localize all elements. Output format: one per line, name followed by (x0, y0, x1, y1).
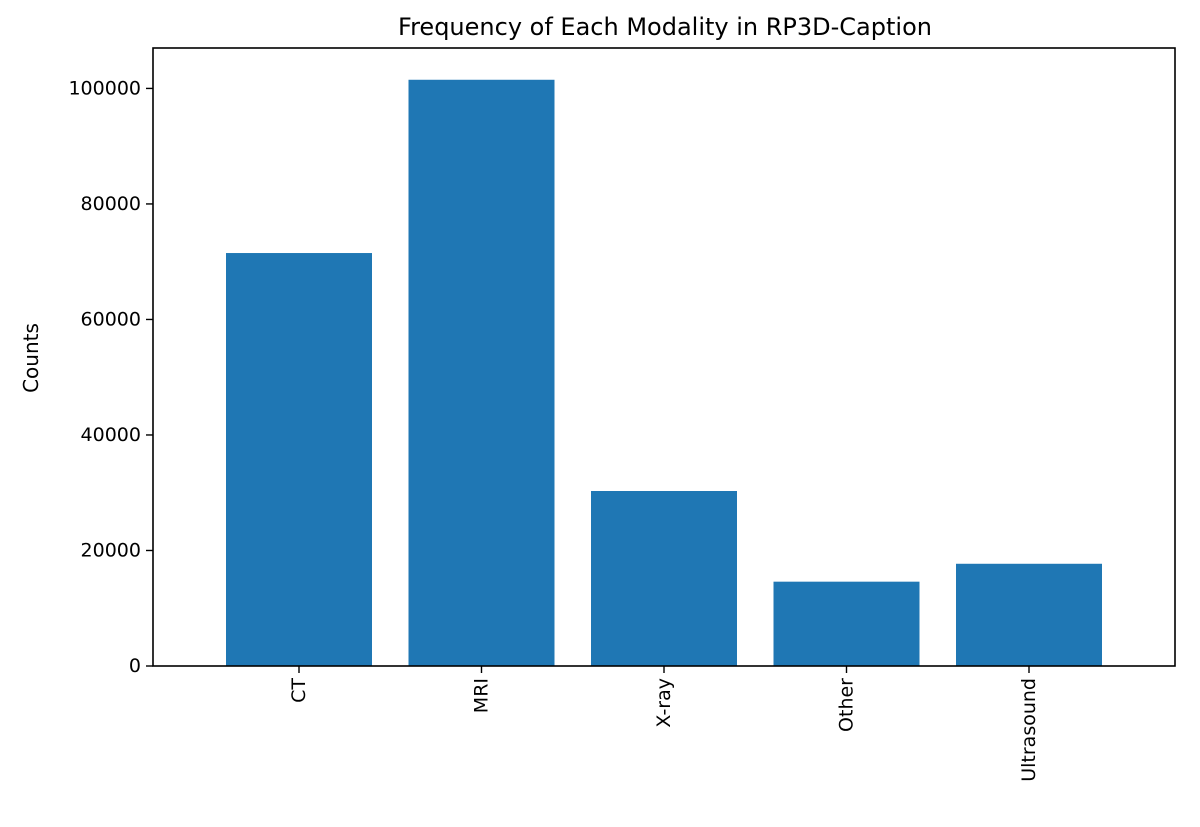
bars-group (226, 79, 1102, 666)
y-axis-label: Counts (19, 323, 43, 393)
bar-mri (408, 79, 555, 666)
x-tick-label-mri: MRI (471, 678, 493, 713)
y-tick-label-100000: 100000 (68, 77, 141, 99)
bar-ct (226, 253, 372, 666)
bar-x-ray (591, 490, 737, 666)
y-axis-ticks: 0 20000 40000 60000 80000 100000 (68, 77, 153, 677)
x-tick-label-x-ray: X-ray (653, 678, 675, 728)
plot-frame (152, 47, 1176, 667)
bar-ultrasound (956, 563, 1102, 666)
chart-title: Frequency of Each Modality in RP3D-Capti… (398, 13, 932, 41)
x-tick-label-other: Other (836, 678, 858, 732)
y-tick-label-0: 0 (129, 655, 141, 677)
bar-other (773, 581, 920, 666)
y-tick-label-80000: 80000 (81, 193, 141, 215)
x-tick-label-ultrasound: Ultrasound (1018, 678, 1040, 782)
y-tick-label-20000: 20000 (81, 539, 141, 561)
y-tick-label-40000: 40000 (81, 424, 141, 446)
x-tick-label-ct: CT (288, 678, 310, 703)
y-tick-label-60000: 60000 (81, 308, 141, 330)
x-axis-ticks: CT MRI X-ray Other Ultrasound (288, 666, 1040, 782)
